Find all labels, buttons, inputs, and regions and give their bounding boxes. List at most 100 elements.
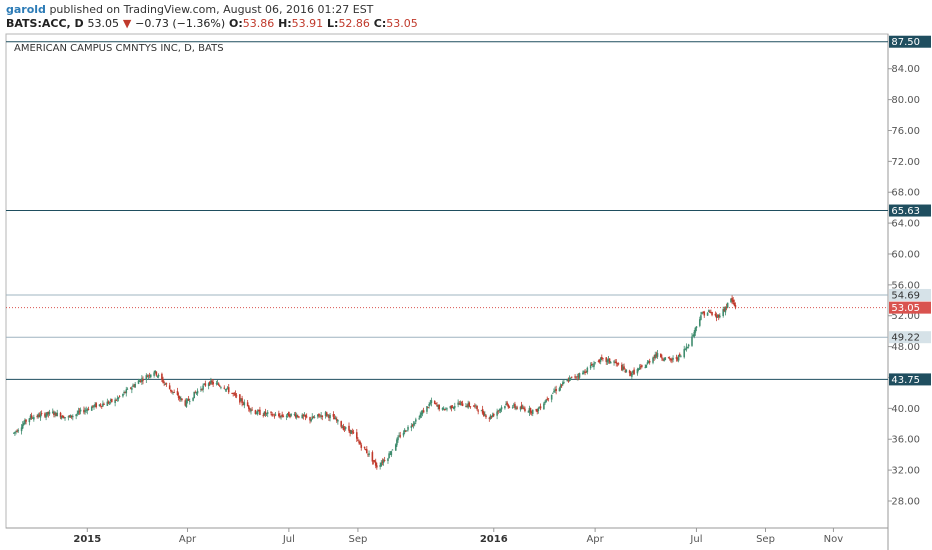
y-tick-label: 28.00 — [891, 496, 920, 507]
candle-body — [75, 414, 77, 417]
candle-body — [363, 446, 366, 448]
candle-body — [422, 410, 425, 413]
candle-body — [177, 395, 180, 398]
candle-body — [668, 357, 671, 359]
candle-body — [568, 378, 571, 382]
candle-body — [286, 413, 289, 416]
y-tick-label: 64.00 — [891, 219, 920, 230]
candle-body — [220, 387, 222, 389]
candle-body — [625, 369, 628, 373]
candle-body — [55, 412, 57, 417]
candle-body — [485, 415, 487, 418]
candle-body — [79, 409, 82, 412]
candle-body — [461, 403, 464, 406]
candle-body — [334, 417, 337, 420]
candle-body — [550, 394, 553, 400]
candle-body — [694, 327, 697, 333]
candle-body — [733, 302, 736, 306]
candle-body — [638, 367, 641, 369]
publish-info: garold published on TradingView.com, Aug… — [6, 3, 373, 16]
author-link[interactable]: garold — [6, 3, 46, 16]
candle-body — [172, 391, 174, 393]
candle-body — [562, 382, 564, 385]
candle-body — [281, 414, 283, 417]
price-tag-label: 49.22 — [891, 333, 920, 344]
candle-body — [202, 385, 204, 390]
candle-body — [278, 413, 280, 417]
candle-body — [246, 402, 249, 407]
candle-body — [313, 416, 316, 418]
candle-body — [295, 414, 298, 418]
candle-body — [374, 461, 377, 466]
candle-body — [460, 401, 463, 403]
candle-body — [726, 302, 729, 308]
candle-body — [467, 403, 469, 408]
low-label: L: — [327, 17, 339, 30]
candle-body — [570, 376, 573, 378]
candle-body — [717, 314, 720, 318]
candle-body — [648, 360, 651, 363]
candle-body — [201, 388, 203, 390]
candle-body — [715, 315, 718, 318]
candle-body — [76, 413, 79, 415]
candle-body — [371, 452, 374, 462]
candle-body — [24, 419, 26, 424]
candle-body — [469, 406, 472, 408]
price-tag-label: 65.63 — [891, 206, 920, 217]
candle-body — [341, 427, 344, 429]
candle-body — [609, 361, 612, 364]
candle-body — [558, 388, 561, 392]
candle-body — [608, 358, 611, 363]
candle-body — [623, 366, 625, 370]
candle-body — [234, 393, 237, 396]
candle-body — [37, 414, 40, 418]
candle-body — [641, 365, 643, 367]
candle-body — [64, 417, 66, 419]
candle-body — [387, 458, 389, 461]
candle-body — [500, 407, 503, 410]
candle-body — [700, 315, 702, 320]
candle-body — [147, 375, 150, 377]
candle-body — [61, 415, 64, 418]
candle-body — [45, 414, 47, 418]
candle-body — [232, 393, 234, 395]
candle-body — [707, 310, 710, 312]
candle-body — [311, 416, 314, 420]
candle-body — [194, 392, 197, 394]
candle-body — [142, 379, 144, 381]
candle-body — [624, 370, 626, 372]
candle-body — [547, 398, 550, 400]
candle-body — [304, 414, 307, 418]
candle-body — [288, 411, 290, 417]
candle-body — [106, 401, 109, 406]
candle-body — [661, 357, 663, 359]
candle-body — [617, 363, 620, 365]
candle-body — [628, 370, 631, 374]
candle-body — [249, 408, 251, 411]
candle-body — [426, 406, 428, 412]
candle-body — [468, 402, 471, 407]
candle-body — [677, 354, 680, 361]
candle-body — [148, 375, 151, 377]
candle-body — [360, 444, 363, 448]
candle-body — [438, 405, 441, 410]
candle-body — [703, 311, 706, 316]
candle-body — [382, 460, 385, 463]
candle-body — [312, 416, 315, 418]
candle-body — [539, 406, 542, 409]
candle-body — [301, 414, 304, 419]
candle-body — [110, 398, 113, 402]
candle-body — [67, 416, 70, 418]
candle-body — [419, 414, 422, 418]
y-tick-label: 32.00 — [891, 466, 920, 477]
candle-body — [100, 406, 103, 407]
candle-body — [157, 374, 160, 377]
candle-body — [36, 415, 38, 417]
candle-body — [176, 391, 179, 396]
candle-body — [584, 371, 586, 373]
candle-body — [53, 412, 55, 415]
candle-body — [254, 410, 257, 414]
candle-body — [274, 414, 277, 416]
candle-body — [499, 408, 502, 411]
